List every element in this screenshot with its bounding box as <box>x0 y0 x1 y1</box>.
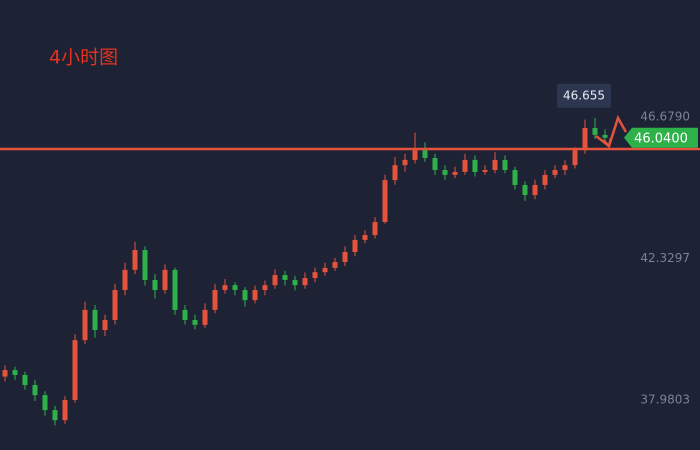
candle-body <box>432 157 438 171</box>
candle-body <box>52 410 58 421</box>
tooltip-label: 46.655 <box>563 88 605 102</box>
candle-body <box>42 395 48 411</box>
candle-body <box>332 262 338 268</box>
candle-body <box>512 170 518 185</box>
candle-body <box>422 150 428 158</box>
candle-body <box>342 251 348 263</box>
candle-body <box>312 272 318 279</box>
candle-body <box>32 385 38 396</box>
candle-body <box>112 290 118 320</box>
candle-body <box>452 171 458 175</box>
candle-body <box>352 239 358 252</box>
candle-body <box>142 250 148 280</box>
candle-body <box>462 159 468 172</box>
candle-body <box>172 269 178 310</box>
y-tick-label: 46.6790 <box>640 110 690 124</box>
y-tick-label: 42.3297 <box>640 251 690 265</box>
y-tick-label: 37.9803 <box>640 392 690 406</box>
chart-title: 4小时图 <box>49 47 118 69</box>
candle-body <box>552 170 558 175</box>
candle-body <box>492 159 498 171</box>
candle-body <box>92 309 98 331</box>
candle-body <box>382 180 388 223</box>
candle-body <box>292 279 298 286</box>
candle-body <box>402 159 408 166</box>
candle-body <box>62 400 68 421</box>
candle-body <box>152 279 158 291</box>
candle-body <box>322 267 328 273</box>
candle-body <box>372 222 378 236</box>
candle-body <box>562 165 568 171</box>
candle-body <box>252 290 258 301</box>
candle-body <box>82 309 88 341</box>
candle-body <box>592 128 598 135</box>
candle-body <box>392 165 398 181</box>
candle-body <box>122 269 128 291</box>
candle-body <box>232 285 238 291</box>
candle-body <box>72 340 78 400</box>
candle-body <box>302 278 308 286</box>
candle-body <box>22 374 28 386</box>
candle-body <box>192 319 198 325</box>
candle-body <box>572 150 578 166</box>
candle-body <box>262 285 268 291</box>
candle-body <box>362 235 368 240</box>
candle-body <box>472 159 478 172</box>
tooltip-box <box>557 83 611 108</box>
candle-body <box>542 174 548 185</box>
candle-body <box>182 309 188 320</box>
candle-body <box>522 184 528 196</box>
candle-body <box>12 370 18 375</box>
candle-body <box>482 170 488 172</box>
candle-body <box>582 128 588 151</box>
candle-body <box>162 269 168 291</box>
candle-body <box>412 150 418 160</box>
plot: 37.9803 42.3297 46.6790 46.0400 46.655 <box>0 83 700 426</box>
candle-body <box>442 170 448 175</box>
candle-body <box>242 290 248 301</box>
candle-body <box>2 370 8 377</box>
candle-body <box>212 290 218 310</box>
last-price-tag <box>624 127 698 148</box>
candle-body <box>202 309 208 325</box>
candle-body <box>502 159 508 171</box>
arrow-head <box>602 137 613 149</box>
last-price-label: 46.0400 <box>634 131 688 146</box>
candle-body <box>102 319 108 331</box>
candle-body <box>272 275 278 286</box>
candle-body <box>222 285 228 291</box>
candle-body <box>132 250 138 270</box>
candle-body <box>532 184 538 196</box>
candle-body <box>282 275 288 280</box>
candle-body <box>602 134 608 138</box>
